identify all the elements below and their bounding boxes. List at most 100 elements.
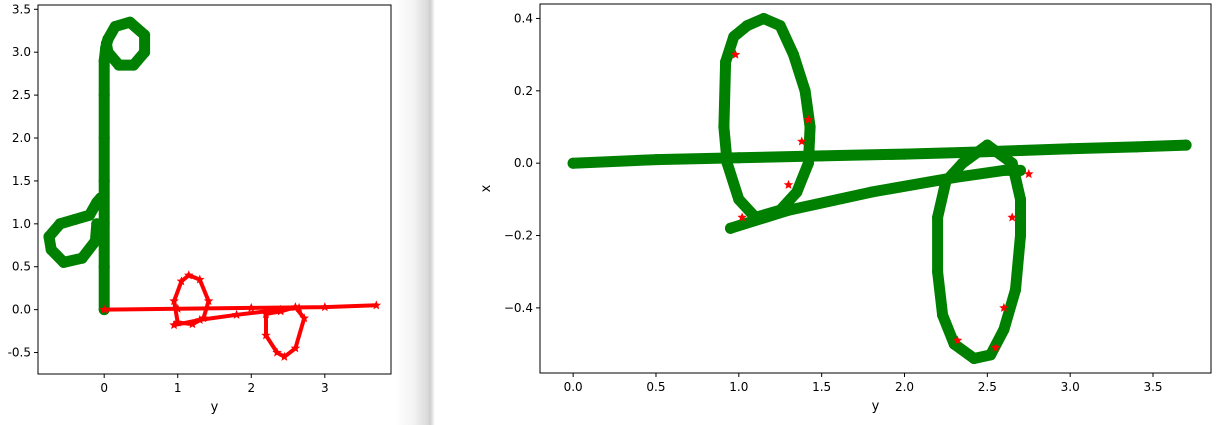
chart1-point — [718, 121, 730, 133]
left-plot-marks — [43, 16, 382, 361]
right-scatter-chart: 0.0 0.5 1.0 1.5 2.0 2.5 3.0 3.5 −0.4 −0.2 0.0 0.2 0.… — [479, 3, 1212, 414]
chart0-point — [261, 308, 271, 318]
chart1-point — [728, 31, 740, 43]
chart1-x-tick-label: 0.0 — [564, 380, 583, 394]
chart0-point — [43, 231, 55, 243]
left-plot-frame — [37, 4, 392, 375]
chart1-point — [957, 157, 968, 169]
chart0-point — [100, 38, 112, 50]
chart0-point — [98, 89, 110, 101]
left-scatter-chart: 0 1 2 3 -0.5 0.0 0.5 1.0 1.5 2.0 2.5 3.0 3.5 y — [8, 2, 392, 415]
chart0-point — [261, 330, 271, 340]
chart1-series-0-path-2 — [718, 13, 816, 223]
chart0-point — [54, 218, 66, 230]
chart1-point — [981, 139, 993, 151]
chart1-point — [774, 20, 786, 32]
chart1-point — [741, 20, 753, 32]
chart1-point — [737, 212, 747, 222]
chart1-point — [999, 302, 1009, 312]
chart1-point — [803, 114, 814, 124]
chart1-point — [788, 49, 799, 61]
left-axis-ticks: 0 1 2 3 -0.5 0.0 0.5 1.0 1.5 2.0 2.5 3.0 3.5 — [8, 2, 329, 395]
chart0-point — [169, 320, 179, 330]
chart0-point — [113, 59, 125, 71]
chart0-point — [124, 16, 136, 28]
chart1-point — [816, 150, 828, 162]
chart0-point — [84, 209, 95, 221]
chart0-point — [371, 300, 382, 310]
chart1-point — [1024, 169, 1034, 179]
chart0-y-tick-label: 2.0 — [12, 131, 31, 145]
chart1-x-tick-label: 1.0 — [729, 380, 748, 394]
chart1-series-1 — [730, 49, 1034, 352]
chart0-series-0-path-1 — [43, 192, 106, 268]
chart0-point — [139, 46, 151, 58]
right-plot-marks — [567, 13, 1192, 364]
chart1-point — [932, 211, 944, 223]
chart1-point — [783, 179, 794, 189]
chart0-point — [58, 256, 70, 268]
chart1-point — [797, 136, 807, 146]
chart1-x-tick-label: 1.5 — [812, 380, 831, 394]
chart1-point — [985, 349, 997, 361]
chart0-point — [98, 175, 110, 187]
chart1-point — [899, 148, 910, 160]
chart0-y-tick-label: 0.5 — [12, 260, 31, 274]
chart1-point — [799, 85, 811, 97]
chart0-point — [76, 252, 88, 264]
chart1-point — [1180, 139, 1192, 151]
chart0-series-1-path-0 — [102, 303, 379, 312]
chart0-point — [89, 235, 101, 247]
right-axis-ticks: 0.0 0.5 1.0 1.5 2.0 2.5 3.0 3.5 −0.4 −0.2 0.0 0.2 0.… — [504, 11, 1163, 394]
chart1-point — [730, 49, 741, 59]
chart1-point — [998, 164, 1010, 176]
chart0-point — [176, 276, 187, 286]
chart1-series-0-path-0 — [567, 139, 1192, 169]
chart1-point — [721, 157, 733, 169]
chart0-point — [184, 270, 194, 280]
chart0-y-tick-label: 1.0 — [12, 217, 31, 231]
chart0-point — [102, 46, 114, 58]
chart1-x-tick-label: 2.0 — [895, 380, 914, 394]
chart0-point — [290, 343, 301, 353]
chart1-point — [1015, 193, 1026, 205]
panel-divider — [395, 0, 435, 425]
chart0-point — [198, 313, 209, 323]
right-plot-frame — [539, 3, 1212, 374]
chart1-point — [1130, 141, 1142, 153]
chart0-y-tick-label: 3.0 — [12, 45, 31, 59]
chart0-point — [172, 317, 183, 327]
chart0-point — [139, 29, 151, 41]
chart0-point — [246, 302, 257, 312]
chart1-point — [802, 157, 814, 169]
chart1-point — [932, 266, 944, 278]
chart1-y-tick-label: −0.2 — [504, 229, 533, 243]
chart1-series-0-path-1 — [725, 164, 1026, 234]
chart0-point — [195, 274, 205, 284]
chart1-point — [720, 56, 732, 68]
chart0-point — [187, 319, 198, 329]
chart0-point — [45, 244, 57, 256]
right-y-axis-label: x — [479, 184, 494, 192]
right-x-axis-label: y — [872, 399, 880, 414]
chart1-point — [749, 211, 761, 223]
chart1-point — [952, 335, 963, 345]
chart1-point — [1010, 284, 1021, 296]
chart1-point — [937, 309, 949, 321]
chart1-point — [1015, 145, 1026, 156]
chart0-point — [203, 296, 214, 306]
chart0-point — [91, 218, 103, 230]
chart1-y-tick-label: 0.0 — [514, 156, 533, 170]
chart1-x-tick-label: 3.5 — [1143, 380, 1162, 394]
chart0-point — [109, 21, 121, 32]
chart1-point — [865, 186, 877, 198]
chart1-point — [804, 121, 816, 133]
chart0-point — [320, 302, 330, 312]
chart0-y-tick-label: 1.5 — [12, 174, 31, 188]
chart0-y-tick-label: 2.5 — [12, 88, 31, 102]
chart0-point — [275, 306, 286, 316]
chart0-point — [98, 261, 110, 273]
chart0-y-tick-label: 0.0 — [12, 303, 31, 317]
chart0-y-tick-label: -0.5 — [8, 346, 31, 360]
chart0-x-tick-label: 1 — [174, 381, 182, 395]
